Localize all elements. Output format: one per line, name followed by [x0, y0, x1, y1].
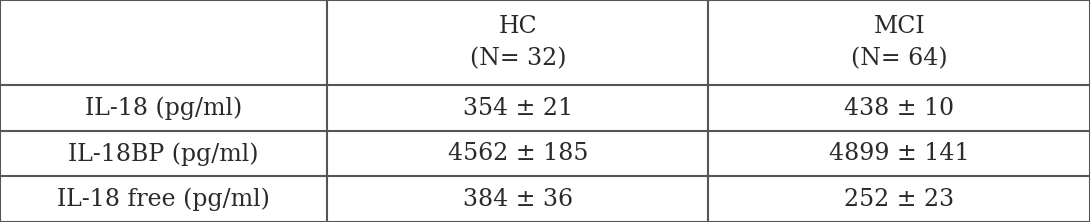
Text: IL-18BP (pg/ml): IL-18BP (pg/ml)	[69, 142, 258, 165]
Text: IL-18 free (pg/ml): IL-18 free (pg/ml)	[57, 188, 270, 211]
Text: 354 ± 21: 354 ± 21	[462, 97, 573, 120]
Text: MCI
(N= 64): MCI (N= 64)	[851, 15, 947, 70]
Text: HC
(N= 32): HC (N= 32)	[470, 15, 566, 70]
Text: 4562 ± 185: 4562 ± 185	[448, 142, 588, 165]
Text: 252 ± 23: 252 ± 23	[844, 188, 955, 211]
Text: IL-18 (pg/ml): IL-18 (pg/ml)	[85, 97, 242, 120]
Text: 384 ± 36: 384 ± 36	[462, 188, 573, 211]
Text: 438 ± 10: 438 ± 10	[844, 97, 955, 120]
Text: 4899 ± 141: 4899 ± 141	[828, 142, 970, 165]
